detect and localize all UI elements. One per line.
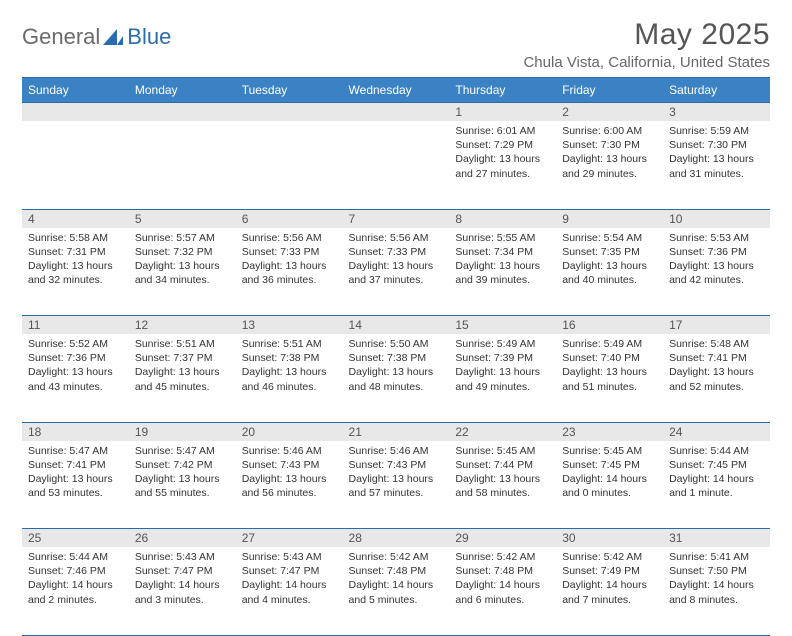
brand-triangle-icon bbox=[103, 27, 123, 48]
day-number-cell: 21 bbox=[343, 422, 450, 441]
day-content-cell bbox=[22, 121, 129, 209]
day-content-cell: Sunrise: 5:45 AMSunset: 7:44 PMDaylight:… bbox=[449, 441, 556, 529]
weekday-header: Friday bbox=[556, 78, 663, 103]
title-block: May 2025 Chula Vista, California, United… bbox=[523, 18, 770, 71]
day-content-cell bbox=[129, 121, 236, 209]
day-number-row: 11121314151617 bbox=[22, 316, 770, 335]
day-content-cell: Sunrise: 5:42 AMSunset: 7:49 PMDaylight:… bbox=[556, 547, 663, 635]
day-number-cell: 6 bbox=[236, 209, 343, 228]
day-number-cell bbox=[22, 103, 129, 122]
header: General Blue May 2025 Chula Vista, Calif… bbox=[22, 18, 770, 71]
day-content-cell: Sunrise: 5:44 AMSunset: 7:45 PMDaylight:… bbox=[663, 441, 770, 529]
day-number-row: 18192021222324 bbox=[22, 422, 770, 441]
day-number-cell: 17 bbox=[663, 316, 770, 335]
weekday-header: Wednesday bbox=[343, 78, 450, 103]
day-number-cell: 20 bbox=[236, 422, 343, 441]
day-content-row: Sunrise: 5:58 AMSunset: 7:31 PMDaylight:… bbox=[22, 228, 770, 316]
day-content-cell: Sunrise: 5:41 AMSunset: 7:50 PMDaylight:… bbox=[663, 547, 770, 635]
location-subtitle: Chula Vista, California, United States bbox=[523, 54, 770, 71]
day-number-cell: 25 bbox=[22, 529, 129, 548]
day-content-cell: Sunrise: 5:47 AMSunset: 7:42 PMDaylight:… bbox=[129, 441, 236, 529]
day-content-cell: Sunrise: 5:44 AMSunset: 7:46 PMDaylight:… bbox=[22, 547, 129, 635]
day-number-cell bbox=[129, 103, 236, 122]
day-content-cell: Sunrise: 5:56 AMSunset: 7:33 PMDaylight:… bbox=[343, 228, 450, 316]
weekday-header: Saturday bbox=[663, 78, 770, 103]
day-content-cell: Sunrise: 5:46 AMSunset: 7:43 PMDaylight:… bbox=[236, 441, 343, 529]
day-content-cell: Sunrise: 5:49 AMSunset: 7:40 PMDaylight:… bbox=[556, 334, 663, 422]
day-number-cell: 16 bbox=[556, 316, 663, 335]
day-content-cell: Sunrise: 5:51 AMSunset: 7:38 PMDaylight:… bbox=[236, 334, 343, 422]
day-number-cell bbox=[236, 103, 343, 122]
day-content-cell: Sunrise: 5:43 AMSunset: 7:47 PMDaylight:… bbox=[236, 547, 343, 635]
month-title: May 2025 bbox=[523, 18, 770, 52]
day-number-row: 25262728293031 bbox=[22, 529, 770, 548]
brand-text-blue: Blue bbox=[127, 24, 171, 50]
day-number-cell: 3 bbox=[663, 103, 770, 122]
day-content-cell: Sunrise: 5:55 AMSunset: 7:34 PMDaylight:… bbox=[449, 228, 556, 316]
day-number-cell: 15 bbox=[449, 316, 556, 335]
day-number-row: 123 bbox=[22, 103, 770, 122]
day-content-row: Sunrise: 5:47 AMSunset: 7:41 PMDaylight:… bbox=[22, 441, 770, 529]
day-content-cell: Sunrise: 5:48 AMSunset: 7:41 PMDaylight:… bbox=[663, 334, 770, 422]
day-content-cell: Sunrise: 6:00 AMSunset: 7:30 PMDaylight:… bbox=[556, 121, 663, 209]
day-content-cell bbox=[343, 121, 450, 209]
day-number-cell: 18 bbox=[22, 422, 129, 441]
day-number-cell: 7 bbox=[343, 209, 450, 228]
day-content-cell: Sunrise: 5:53 AMSunset: 7:36 PMDaylight:… bbox=[663, 228, 770, 316]
day-number-cell: 8 bbox=[449, 209, 556, 228]
day-number-cell: 19 bbox=[129, 422, 236, 441]
day-content-cell: Sunrise: 5:46 AMSunset: 7:43 PMDaylight:… bbox=[343, 441, 450, 529]
day-number-cell: 26 bbox=[129, 529, 236, 548]
day-number-cell: 27 bbox=[236, 529, 343, 548]
weekday-header-row: SundayMondayTuesdayWednesdayThursdayFrid… bbox=[22, 78, 770, 103]
day-number-cell: 31 bbox=[663, 529, 770, 548]
day-content-cell: Sunrise: 5:47 AMSunset: 7:41 PMDaylight:… bbox=[22, 441, 129, 529]
day-content-cell: Sunrise: 5:43 AMSunset: 7:47 PMDaylight:… bbox=[129, 547, 236, 635]
day-number-cell: 14 bbox=[343, 316, 450, 335]
weekday-header: Thursday bbox=[449, 78, 556, 103]
brand-text-general: General bbox=[22, 24, 100, 50]
day-number-cell bbox=[343, 103, 450, 122]
day-content-cell: Sunrise: 6:01 AMSunset: 7:29 PMDaylight:… bbox=[449, 121, 556, 209]
day-number-cell: 2 bbox=[556, 103, 663, 122]
day-content-cell: Sunrise: 5:42 AMSunset: 7:48 PMDaylight:… bbox=[343, 547, 450, 635]
day-content-cell: Sunrise: 5:51 AMSunset: 7:37 PMDaylight:… bbox=[129, 334, 236, 422]
day-number-cell: 11 bbox=[22, 316, 129, 335]
day-number-cell: 13 bbox=[236, 316, 343, 335]
day-number-cell: 24 bbox=[663, 422, 770, 441]
day-number-cell: 22 bbox=[449, 422, 556, 441]
weekday-header: Sunday bbox=[22, 78, 129, 103]
day-content-cell: Sunrise: 5:58 AMSunset: 7:31 PMDaylight:… bbox=[22, 228, 129, 316]
day-number-cell: 29 bbox=[449, 529, 556, 548]
day-content-cell: Sunrise: 5:45 AMSunset: 7:45 PMDaylight:… bbox=[556, 441, 663, 529]
day-number-cell: 28 bbox=[343, 529, 450, 548]
day-content-cell: Sunrise: 5:59 AMSunset: 7:30 PMDaylight:… bbox=[663, 121, 770, 209]
day-content-cell: Sunrise: 5:50 AMSunset: 7:38 PMDaylight:… bbox=[343, 334, 450, 422]
day-content-row: Sunrise: 5:44 AMSunset: 7:46 PMDaylight:… bbox=[22, 547, 770, 635]
day-number-cell: 5 bbox=[129, 209, 236, 228]
day-number-cell: 10 bbox=[663, 209, 770, 228]
brand-logo: General Blue bbox=[22, 24, 171, 50]
weekday-header: Monday bbox=[129, 78, 236, 103]
day-content-row: Sunrise: 6:01 AMSunset: 7:29 PMDaylight:… bbox=[22, 121, 770, 209]
day-number-cell: 1 bbox=[449, 103, 556, 122]
day-number-cell: 23 bbox=[556, 422, 663, 441]
calendar-table: SundayMondayTuesdayWednesdayThursdayFrid… bbox=[22, 77, 770, 636]
day-number-cell: 12 bbox=[129, 316, 236, 335]
day-content-cell: Sunrise: 5:56 AMSunset: 7:33 PMDaylight:… bbox=[236, 228, 343, 316]
day-content-cell: Sunrise: 5:49 AMSunset: 7:39 PMDaylight:… bbox=[449, 334, 556, 422]
day-number-cell: 30 bbox=[556, 529, 663, 548]
day-content-cell: Sunrise: 5:54 AMSunset: 7:35 PMDaylight:… bbox=[556, 228, 663, 316]
weekday-header: Tuesday bbox=[236, 78, 343, 103]
day-content-cell: Sunrise: 5:57 AMSunset: 7:32 PMDaylight:… bbox=[129, 228, 236, 316]
day-content-cell bbox=[236, 121, 343, 209]
day-content-row: Sunrise: 5:52 AMSunset: 7:36 PMDaylight:… bbox=[22, 334, 770, 422]
day-number-cell: 4 bbox=[22, 209, 129, 228]
day-number-cell: 9 bbox=[556, 209, 663, 228]
day-number-row: 45678910 bbox=[22, 209, 770, 228]
day-content-cell: Sunrise: 5:42 AMSunset: 7:48 PMDaylight:… bbox=[449, 547, 556, 635]
day-content-cell: Sunrise: 5:52 AMSunset: 7:36 PMDaylight:… bbox=[22, 334, 129, 422]
